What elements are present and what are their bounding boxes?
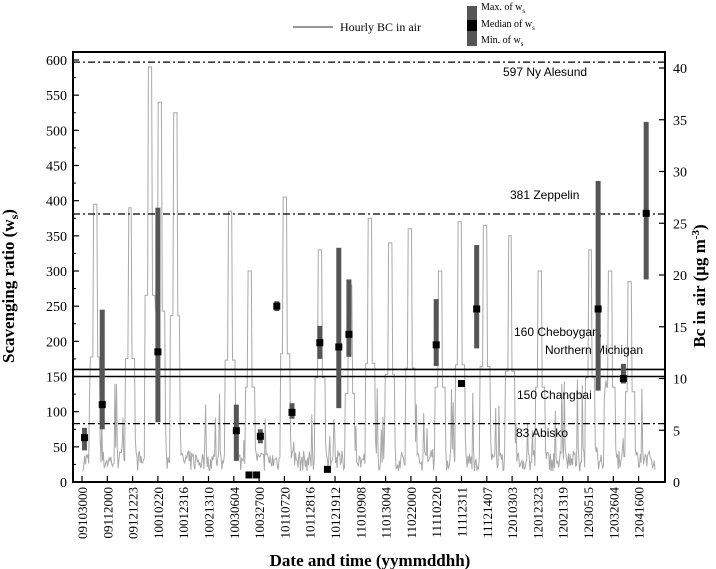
ws-range-bars — [81, 121, 650, 479]
y-right-tick-label-40: 40 — [673, 62, 687, 77]
hourly-bc-series — [82, 66, 656, 472]
x-tick-label-10112816: 10112816 — [303, 487, 318, 539]
x-tick-label-11013004: 11013004 — [379, 487, 394, 539]
x-tick-label-11112311: 11112311 — [455, 487, 470, 537]
y-left-tick-label-300: 300 — [46, 265, 67, 280]
x-tick-label-11022000: 11022000 — [404, 487, 419, 539]
ws-median-marker-17 — [619, 375, 627, 383]
x-axis-title: Date and time (yymmddhh) — [270, 551, 471, 569]
ws-median-marker-2 — [154, 348, 162, 356]
x-tick-label-12030515: 12030515 — [581, 487, 596, 539]
y-right-tick-label-35: 35 — [673, 114, 687, 129]
ws-median-marker-11 — [335, 343, 343, 351]
x-tick-label-12041600: 12041600 — [632, 487, 647, 539]
ws-median-marker-7 — [273, 302, 281, 310]
ws-range-bar-15 — [474, 244, 480, 349]
y-left-tick-label-400: 400 — [46, 195, 67, 210]
x-tick-label-09112000: 09112000 — [100, 487, 115, 539]
y-left-tick-label-500: 500 — [46, 124, 67, 139]
ws-range-bar-13 — [433, 299, 439, 366]
x-tick-label-09103000: 09103000 — [75, 487, 90, 539]
x-tick-label-12010303: 12010303 — [505, 487, 520, 539]
ws-median-marker-13 — [432, 341, 440, 349]
legend-median-label: Median of ws — [481, 19, 535, 32]
y-axis-right-title: Bc in air (μg m-3) — [690, 224, 709, 347]
ref-line-381-label: 381 Zeppelin — [510, 188, 579, 202]
axis-ticks: 0 50 100 150 200 250 300 350 400 450 500 550 600 0 5 10… — [46, 54, 687, 539]
x-tick-label-11010908: 11010908 — [353, 487, 368, 539]
x-tick-label-10021310: 10021310 — [202, 487, 217, 539]
legend-median-swatch — [467, 20, 477, 31]
y-left-tick-label-350: 350 — [46, 230, 67, 245]
ws-median-marker-9 — [316, 339, 324, 347]
y-right-tick-label-0: 0 — [673, 476, 680, 491]
y-left-tick-label-0: 0 — [60, 476, 67, 491]
legend-max-label: Max. of ws — [481, 2, 525, 15]
ws-range-bar-17 — [620, 363, 626, 384]
x-tick-label-10032700: 10032700 — [252, 487, 267, 539]
ws-median-marker-1 — [98, 401, 106, 409]
x-tick-label-11110220: 11110220 — [429, 487, 444, 538]
legend-line-label: Hourly BC in air — [340, 20, 421, 34]
ws-median-marker-6 — [256, 432, 264, 440]
ws-median-marker-3 — [232, 427, 240, 435]
y-right-tick-label-25: 25 — [673, 217, 687, 232]
ws-median-marker-0 — [81, 434, 89, 442]
y-right-tick-label-10: 10 — [673, 373, 687, 388]
y-left-tick-label-200: 200 — [46, 335, 67, 350]
ws-median-marker-10 — [323, 465, 331, 473]
legend-min-swatch — [467, 31, 477, 46]
x-tick-label-12021319: 12021319 — [556, 487, 571, 539]
ref-line-160-label-2: Northern Michigan — [545, 343, 643, 357]
ws-range-bar-18 — [643, 121, 649, 280]
y-axis-left-title: Scavenging ratio (ws) — [0, 209, 21, 363]
ws-range-bar-11 — [336, 247, 342, 409]
y-right-tick-label-20: 20 — [673, 269, 687, 284]
y-right-tick-label-30: 30 — [673, 166, 687, 181]
x-tick-label-09121223: 09121223 — [126, 487, 141, 539]
x-tick-label-10030604: 10030604 — [227, 487, 242, 540]
y-left-tick-label-50: 50 — [53, 441, 67, 456]
ws-range-bar-2 — [155, 207, 161, 423]
x-tick-label-12012323: 12012323 — [530, 487, 545, 539]
y-right-tick-label-15: 15 — [673, 321, 687, 336]
ws-median-marker-16 — [594, 305, 602, 313]
ws-median-marker-12 — [345, 330, 353, 338]
y-left-tick-label-250: 250 — [46, 300, 67, 315]
ws-range-bar-1 — [99, 309, 105, 430]
x-tick-label-10110720: 10110720 — [277, 487, 292, 539]
plot-frame — [72, 51, 666, 483]
legend-min-label: Min. of ws — [481, 35, 524, 48]
x-tick-label-10012316: 10012316 — [176, 487, 191, 540]
ref-line-150-label: 150 Changbai — [517, 388, 592, 402]
ws-median-marker-5 — [253, 471, 261, 479]
ref-line-597-label: 597 Ny Alesund — [503, 65, 587, 79]
ref-line-160-label-1: 160 Cheboygan, — [514, 325, 602, 339]
ws-range-bar-12 — [346, 279, 352, 357]
x-tick-label-12032604: 12032604 — [606, 487, 621, 540]
ref-line-83-label: 83 Abisko — [516, 426, 568, 440]
y-left-tick-label-600: 600 — [46, 54, 67, 69]
x-tick-label-11121407: 11121407 — [480, 487, 495, 539]
y-left-tick-label-450: 450 — [46, 160, 67, 175]
ws-median-marker-14 — [458, 380, 465, 388]
x-tick-label-10010220: 10010220 — [151, 487, 166, 539]
legend: Hourly BC in air Max. of ws Median of ws… — [293, 2, 535, 48]
ws-median-marker-4 — [245, 471, 253, 479]
reference-lines: 597 Ny Alesund 381 Zeppelin 160 Cheboygan,… — [73, 61, 665, 440]
x-tick-label-10121912: 10121912 — [328, 487, 343, 539]
ws-range-bar-16 — [595, 180, 601, 391]
bc-hourly-line — [82, 66, 656, 472]
y-left-tick-label-100: 100 — [46, 406, 67, 421]
y-left-tick-label-550: 550 — [46, 89, 67, 104]
y-right-tick-label-5: 5 — [673, 424, 680, 439]
ws-median-marker-15 — [473, 305, 481, 313]
legend-max-swatch — [467, 6, 477, 20]
ws-median-marker-8 — [288, 408, 296, 416]
y-left-tick-label-150: 150 — [46, 371, 67, 386]
ws-median-marker-18 — [642, 209, 650, 217]
